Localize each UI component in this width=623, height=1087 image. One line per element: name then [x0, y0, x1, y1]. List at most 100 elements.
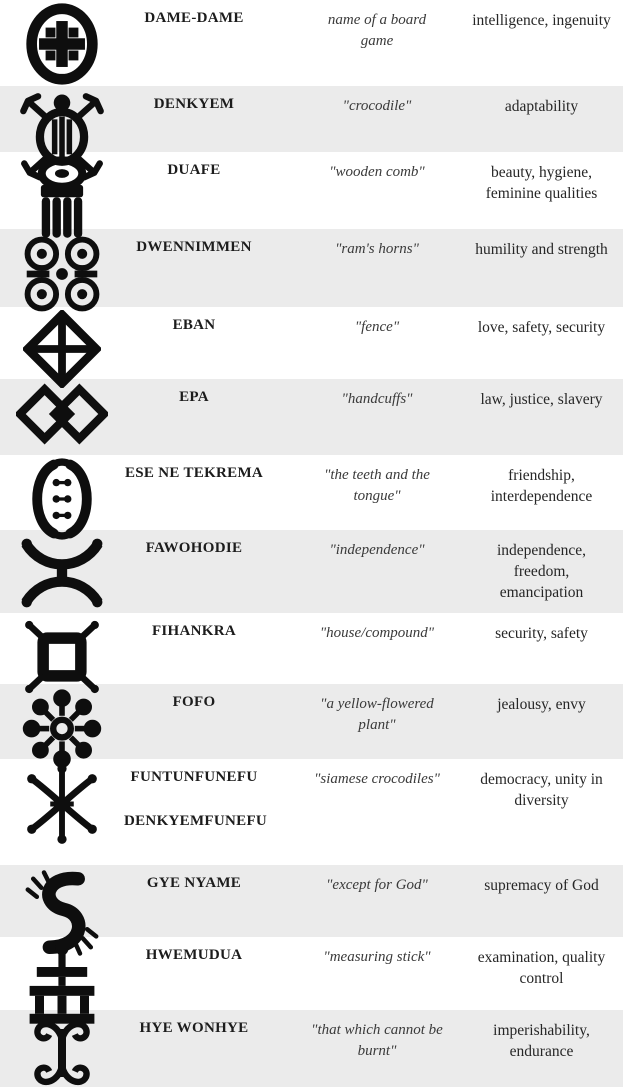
symbol-name: EBAN	[172, 317, 216, 333]
symbolic-meaning-text: examination, quality control	[477, 949, 606, 987]
dwennimmen-symbol-icon	[20, 232, 104, 316]
symbol-name: HWEMUDUA	[145, 947, 243, 963]
name-cell: GYE NYAME	[124, 865, 264, 958]
symbolic-meaning-cell: beauty, hygiene, feminine qualities	[460, 152, 623, 243]
symbol-cell	[0, 684, 124, 768]
symbolic-meaning-text: love, safety, security	[477, 319, 606, 336]
symbolic-meaning-text: imperishability, endurance	[493, 1022, 590, 1060]
literal-meaning-cell: "fence"	[264, 307, 460, 388]
symbolic-meaning-cell: intelligence, ingenuity	[460, 0, 623, 86]
literal-meaning-cell: "the teeth and the tongue"	[264, 455, 460, 540]
symbol-cell	[0, 530, 124, 613]
symbol-cell	[0, 229, 124, 316]
symbolic-meaning-cell: examination, quality control	[460, 937, 623, 1030]
name-cell: HWEMUDUA	[124, 937, 264, 1030]
name-cell: DUAFE	[124, 152, 264, 243]
symbolic-meaning-cell: love, safety, security	[460, 307, 623, 388]
table-row: DUAFE "wooden comb" beauty, hygiene, fem…	[0, 152, 623, 238]
table-row: DAME-DAME name of a board game intellige…	[0, 0, 623, 86]
literal-meaning-text: "house/compound"	[319, 625, 435, 641]
literal-meaning-text: "ram's horns"	[335, 241, 419, 257]
symbol-name: FUNTUNFUNEFU	[130, 769, 258, 785]
literal-meaning-cell: "except for God"	[264, 865, 460, 958]
symbol-name: HYE WONHYE	[139, 1020, 249, 1036]
literal-meaning-text: "a yellow-flowered plant"	[320, 696, 434, 733]
literal-meaning-text: name of a board game	[327, 12, 427, 49]
symbolic-meaning-text: adaptability	[504, 98, 579, 115]
symbolic-meaning-text: friendship, interdependence	[490, 467, 593, 505]
literal-meaning-cell: "wooden comb"	[264, 152, 460, 243]
name-cell: FAWOHODIE	[124, 530, 264, 613]
symbolic-meaning-cell: humility and strength	[460, 229, 623, 316]
table-row: FIHANKRA "house/compound" security, safe…	[0, 613, 623, 694]
symbol-name: DENKYEM	[153, 96, 235, 112]
literal-meaning-cell: "siamese crocodiles"	[264, 759, 460, 865]
symbolic-meaning-cell: adaptability	[460, 86, 623, 181]
fihankra-symbol-icon	[21, 616, 103, 698]
hye-wonhye-symbol-icon	[22, 1013, 102, 1087]
symbol-cell	[0, 937, 124, 1030]
table-row: ESE NE TEKREMA "the teeth and the tongue…	[0, 455, 623, 540]
name-cell: FOFO	[124, 684, 264, 767]
literal-meaning-cell: "independence"	[264, 530, 460, 613]
name-cell: DWENNIMMEN	[124, 229, 264, 316]
name-cell: FIHANKRA	[124, 613, 264, 698]
ese-ne-tekrema-symbol-icon	[21, 458, 103, 540]
symbolic-meaning-text: beauty, hygiene, feminine qualities	[485, 164, 598, 202]
table-row: HYE WONHYE "that which cannot be burnt" …	[0, 1010, 623, 1087]
symbolic-meaning-text: security, safety	[495, 625, 588, 642]
dame-dame-symbol-icon	[21, 3, 103, 85]
name-cell: FUNTUNFUNEFU DENKYEMFUNEFU	[124, 759, 268, 865]
symbolic-meaning-cell: security, safety	[460, 613, 623, 698]
literal-meaning-text: "except for God"	[326, 877, 428, 893]
literal-meaning-text: "the teeth and the tongue"	[324, 467, 430, 504]
symbol-name: DAME-DAME	[144, 10, 244, 26]
literal-meaning-cell: "crocodile"	[264, 86, 460, 181]
symbol-name-line2: DENKYEMFUNEFU	[124, 813, 268, 829]
table-row: HWEMUDUA "measuring stick" examination, …	[0, 937, 623, 1024]
table-row: FOFO "a yellow-flowered plant" jealousy,…	[0, 684, 623, 768]
name-cell: EPA	[124, 379, 264, 455]
literal-meaning-cell: "ram's horns"	[264, 229, 460, 316]
symbolic-meaning-text: jealousy, envy	[497, 696, 586, 713]
literal-meaning-cell: "measuring stick"	[264, 937, 460, 1030]
table-row: FUNTUNFUNEFU DENKYEMFUNEFU "siamese croc…	[0, 759, 623, 865]
symbol-cell	[0, 379, 124, 455]
literal-meaning-cell: "house/compound"	[264, 613, 460, 698]
literal-meaning-text: "crocodile"	[342, 98, 412, 114]
symbol-cell	[0, 613, 124, 698]
symbol-cell	[0, 307, 124, 390]
symbolic-meaning-text: supremacy of God	[484, 877, 599, 894]
symbolic-meaning-text: independence, freedom, emancipation	[496, 542, 587, 601]
symbol-cell	[0, 759, 124, 865]
symbolic-meaning-cell: jealousy, envy	[460, 684, 623, 767]
symbolic-meaning-cell: independence, freedom, emancipation	[460, 530, 623, 613]
literal-meaning-text: "independence"	[329, 542, 425, 558]
symbol-name: GYE NYAME	[146, 875, 242, 891]
symbol-cell	[0, 152, 124, 243]
symbolic-meaning-text: law, justice, slavery	[480, 391, 603, 408]
hwemudua-symbol-icon	[17, 940, 107, 1030]
symbolic-meaning-text: humility and strength	[475, 241, 608, 258]
literal-meaning-text: "wooden comb"	[329, 164, 425, 180]
name-cell: DAME-DAME	[124, 0, 264, 86]
name-cell: ESE NE TEKREMA	[124, 455, 264, 540]
fofo-symbol-icon	[22, 687, 102, 768]
gye-nyame-symbol-icon	[17, 868, 107, 958]
symbolic-meaning-cell: democracy, unity in diversity	[460, 759, 623, 865]
table-row: FAWOHODIE "independence" independence, f…	[0, 530, 623, 613]
symbolic-meaning-cell: friendship, interdependence	[460, 455, 623, 540]
eban-symbol-icon	[21, 308, 103, 390]
symbolic-meaning-cell: supremacy of God	[460, 865, 623, 958]
epa-symbol-icon	[14, 382, 110, 446]
symbol-name: DWENNIMMEN	[136, 239, 252, 255]
symbolic-meaning-text: intelligence, ingenuity	[472, 12, 611, 29]
table-row: EPA "handcuffs" law, justice, slavery	[0, 379, 623, 455]
name-cell: EBAN	[124, 307, 264, 388]
symbolic-meaning-cell: law, justice, slavery	[460, 379, 623, 455]
symbol-cell	[0, 865, 124, 958]
symbol-cell	[0, 0, 124, 86]
duafe-symbol-icon	[18, 155, 106, 243]
